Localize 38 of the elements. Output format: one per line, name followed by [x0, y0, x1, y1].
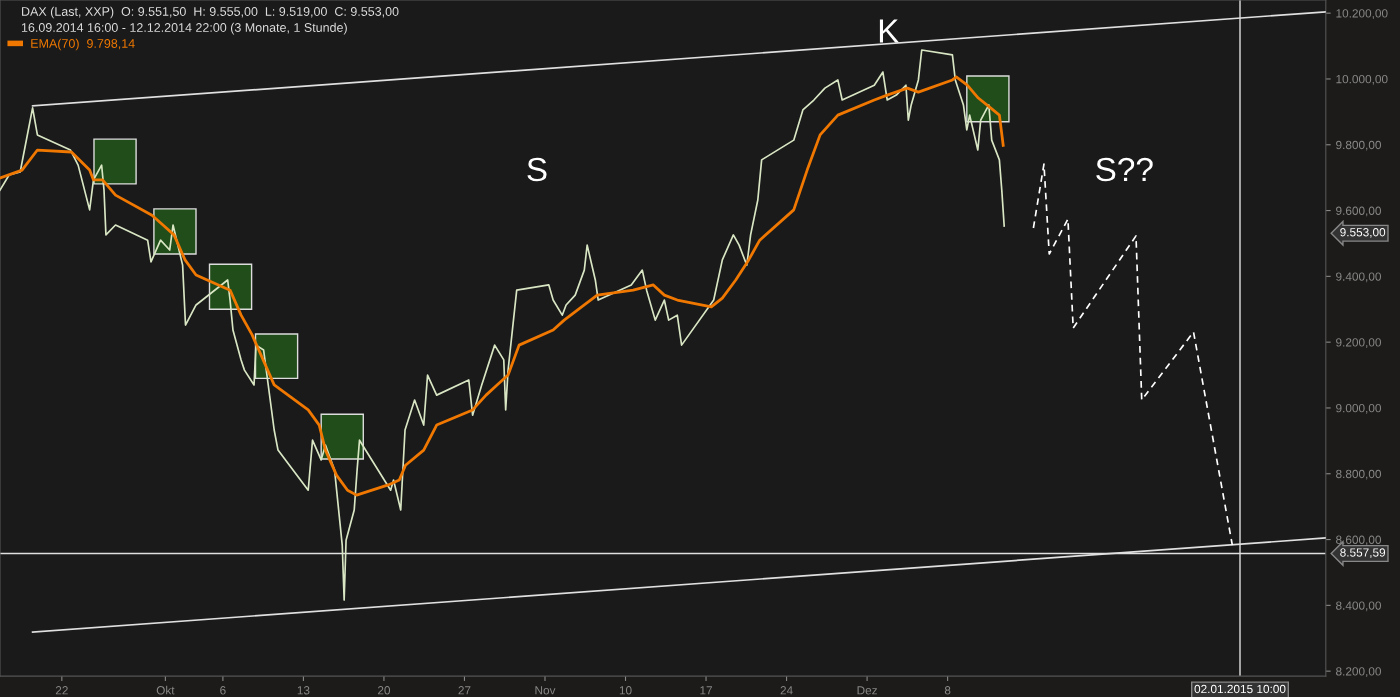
y-tick-label: 9.400,00: [1336, 272, 1382, 283]
bar: [93, 138, 137, 185]
bar: [320, 413, 364, 460]
annotation: K: [879, 19, 900, 43]
line-series: [0, 49, 1006, 601]
x-tick-label: 8: [944, 686, 951, 695]
x-tick-label: 24: [780, 686, 793, 695]
text: 9.553,00: [1340, 228, 1386, 238]
x-tick-label: 17: [700, 686, 713, 695]
y-tick-label: 8.800,00: [1336, 469, 1382, 480]
annotation: S??: [1096, 157, 1153, 182]
x-tick-label: Okt: [156, 685, 175, 695]
y-tick-label: 10.200,00: [1336, 9, 1388, 19]
y-tick-label: 8.400,00: [1336, 601, 1382, 612]
x-tick-label: 6: [220, 686, 226, 695]
bar: [208, 263, 253, 310]
y-tick-label: 10.000,00: [1336, 74, 1388, 85]
y-tick-label: 9.200,00: [1336, 338, 1382, 348]
ref-line-label: 02.01.2015 10:00: [1194, 684, 1286, 694]
text: DAX (Last, XXP) O: 9.551,50 H: 9.555,00 L: 9.519,00 C: 9.553,00: [22, 6, 399, 19]
x-tick-label: Dez: [857, 686, 877, 695]
bar: [254, 333, 299, 380]
annotation: S: [527, 157, 547, 182]
x-tick-label: 20: [377, 686, 391, 695]
legend-label: EMA(70) 9.798,14: [31, 38, 135, 51]
x-tick-label: 13: [297, 686, 310, 695]
ref-line-label: 8.557,59: [1340, 548, 1386, 559]
y-tick-label: 9.600,00: [1336, 206, 1382, 217]
y-tick-label: 9.800,00: [1336, 140, 1382, 151]
y-tick-label: 8.600,00: [1336, 535, 1382, 546]
line-series: [0, 75, 1005, 497]
x-tick-label: 27: [458, 686, 471, 695]
x-tick-label: Nov: [535, 686, 556, 695]
y-tick-label: 9.000,00: [1336, 403, 1382, 414]
y-tick-label: 8.200,00: [1336, 667, 1382, 677]
x-tick-label: 22: [55, 686, 68, 695]
x-tick-label: 10: [619, 686, 632, 695]
text: 16.09.2014 16:00 - 12.12.2014 22:00 (3 Monate, 1 Stunde): [21, 22, 347, 35]
